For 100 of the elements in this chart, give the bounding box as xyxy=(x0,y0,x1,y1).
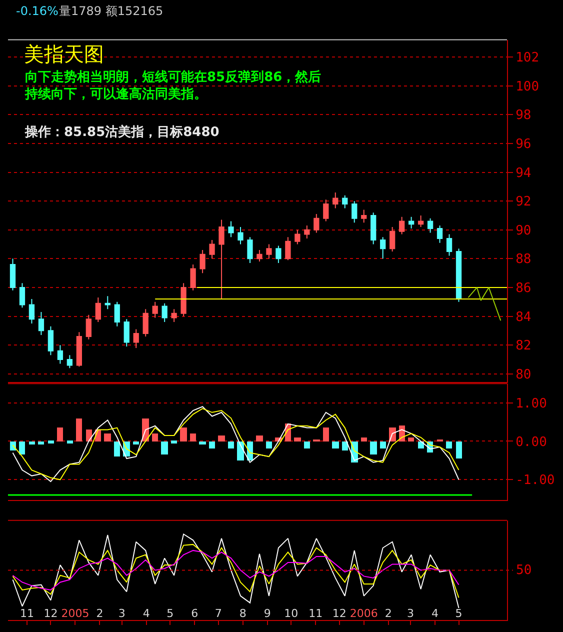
candlestick xyxy=(209,239,215,260)
bar xyxy=(152,434,158,442)
candlestick xyxy=(256,250,262,262)
x-tick-label: 3 xyxy=(407,607,414,620)
bar xyxy=(67,440,73,444)
x-tick-label: 2005 xyxy=(61,607,90,620)
bar xyxy=(161,442,168,455)
candlestick xyxy=(380,236,386,260)
x-tick-label: 5 xyxy=(166,607,174,620)
y-tick-label: 86 xyxy=(516,281,532,296)
bar xyxy=(218,436,225,442)
candlestick xyxy=(247,236,253,264)
y-tick-label: -1.00 xyxy=(516,473,555,488)
text: 向下走势相当明朗，短线可能在85反弹到86，然后持续向下，可以逢高沽同美指。 xyxy=(24,69,322,102)
bar xyxy=(180,428,187,442)
candlestick xyxy=(200,250,206,274)
x-tick-label: 12 xyxy=(332,607,346,620)
bar xyxy=(294,438,301,442)
candlestick xyxy=(427,218,434,234)
y-tick-label: 0.00 xyxy=(516,434,547,450)
y-tick-label: 84 xyxy=(516,310,532,325)
x-tick-label: 2 xyxy=(96,607,104,620)
x-tick-label: 6 xyxy=(191,607,198,620)
bar xyxy=(342,442,348,451)
candlestick xyxy=(142,308,148,337)
candlestick xyxy=(95,297,101,323)
candlestick xyxy=(446,234,452,256)
chart-title: 美指天图 xyxy=(24,42,104,66)
y-tick-label: 96 xyxy=(516,137,532,152)
candlestick xyxy=(76,332,82,368)
bar xyxy=(332,442,339,449)
text: -0.16% xyxy=(16,4,58,18)
candlestick xyxy=(152,301,158,318)
candlestick xyxy=(323,199,329,222)
line-series xyxy=(468,286,502,322)
candlestick xyxy=(86,314,92,340)
candlestick xyxy=(304,225,310,240)
candlestick xyxy=(266,244,272,260)
candlestick xyxy=(418,214,424,228)
x-tick-label: 3 xyxy=(118,607,126,620)
bar xyxy=(133,442,139,445)
candlestick xyxy=(332,192,338,209)
x-tick-label: 12 xyxy=(44,607,58,620)
text: 量1789 额152165 xyxy=(59,4,164,18)
candlestick xyxy=(133,328,139,348)
bar xyxy=(29,442,35,445)
candlestick xyxy=(48,326,54,356)
bar xyxy=(418,442,424,449)
y-tick-label: 100 xyxy=(516,79,540,94)
candlestick xyxy=(456,248,462,302)
text: 50 xyxy=(516,563,532,578)
candlestick xyxy=(276,245,282,264)
bar xyxy=(57,428,63,442)
x-tick-label: 9 xyxy=(264,607,271,620)
bar xyxy=(380,442,386,449)
bar xyxy=(76,418,82,442)
candlestick xyxy=(19,282,26,308)
y-tick-label: 94 xyxy=(516,166,532,181)
bar xyxy=(446,442,452,449)
x-tick-label: 2 xyxy=(384,607,392,620)
bar xyxy=(48,440,54,444)
bar xyxy=(10,442,16,451)
candlestick xyxy=(171,308,177,323)
y-tick-label: 80 xyxy=(516,367,532,382)
bar xyxy=(38,442,44,445)
candlestick xyxy=(314,214,320,234)
bar xyxy=(304,442,310,449)
bar xyxy=(237,442,244,461)
annotation: 操作：85.85沽美指，目标8480 xyxy=(24,124,220,140)
x-tick-label: 7 xyxy=(214,607,222,620)
candlestick xyxy=(370,212,376,245)
y-tick-label: 82 xyxy=(516,338,532,354)
x-tick-label: 5 xyxy=(455,607,462,620)
bar xyxy=(86,430,92,442)
candlestick xyxy=(342,194,348,209)
bar xyxy=(456,442,462,459)
y-tick-label: 1.00 xyxy=(516,396,547,412)
bar xyxy=(190,434,196,442)
bar xyxy=(104,434,111,442)
candlestick xyxy=(124,318,130,348)
candlestick xyxy=(38,311,44,336)
bar xyxy=(256,436,263,442)
x-tick-label: 10 xyxy=(284,607,298,620)
candlestick xyxy=(218,219,224,300)
candlestick xyxy=(28,298,35,324)
x-tick-label: 2006 xyxy=(350,607,378,620)
x-tick-label: 4 xyxy=(142,607,150,620)
bar xyxy=(199,442,206,445)
x-tick-label: 11 xyxy=(20,607,34,620)
candlestick xyxy=(114,301,120,327)
bar xyxy=(361,438,367,442)
candlestick xyxy=(162,302,168,323)
candlestick xyxy=(180,282,186,317)
candlestick xyxy=(390,226,396,252)
x-tick-label: 4 xyxy=(432,607,439,620)
bar xyxy=(266,442,272,449)
candlestick xyxy=(228,220,234,238)
bar xyxy=(19,442,25,455)
bar xyxy=(209,442,215,449)
candlestick xyxy=(436,225,443,244)
